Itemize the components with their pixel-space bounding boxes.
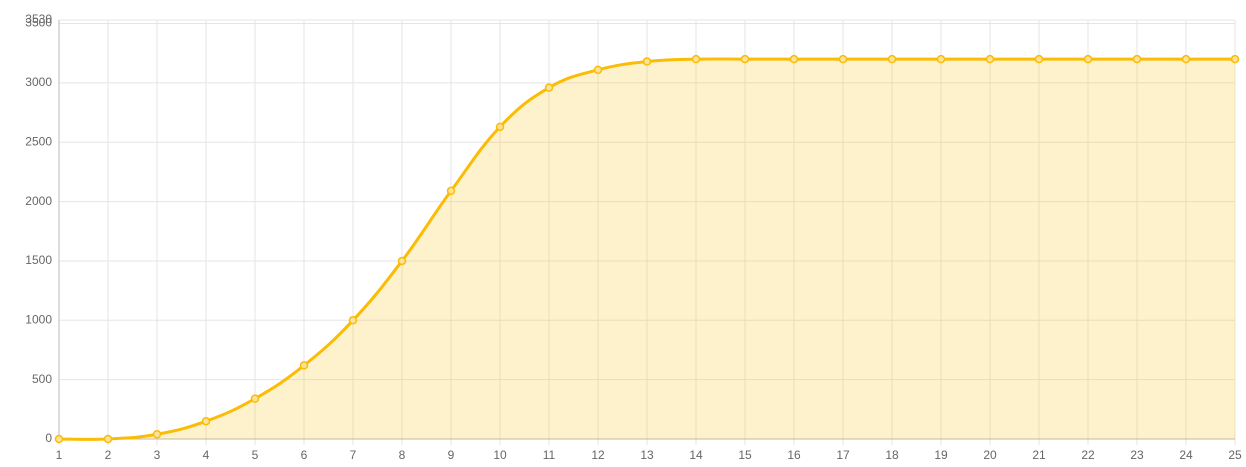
- x-tick-label: 5: [252, 448, 259, 462]
- point: [103, 434, 113, 444]
- point: [201, 416, 211, 426]
- x-tick-label: 8: [399, 448, 406, 462]
- point: [936, 54, 946, 64]
- y-tick-label: 0: [45, 431, 52, 445]
- point: [348, 316, 358, 325]
- x-tick-label: 6: [301, 448, 308, 462]
- y-tick-label: 2500: [25, 134, 52, 148]
- point: [299, 361, 309, 370]
- x-tick-label: 11: [543, 448, 556, 462]
- point: [446, 186, 456, 196]
- point: [1181, 54, 1191, 64]
- x-tick-label: 24: [1179, 448, 1193, 462]
- point: [54, 434, 64, 444]
- area: [59, 58, 1235, 440]
- point: [544, 83, 554, 92]
- point: [1083, 54, 1093, 64]
- point: [887, 54, 897, 64]
- x-tick-label: 12: [591, 448, 605, 462]
- y-tick-label: 1500: [25, 253, 52, 267]
- y-tick-label: 3500: [25, 16, 52, 30]
- point: [1132, 54, 1142, 64]
- x-tick-label: 19: [934, 448, 948, 462]
- y-tick-label: 1000: [25, 312, 52, 326]
- x-tick-label: 14: [689, 448, 703, 462]
- y-tick-label: 500: [32, 372, 52, 386]
- point: [397, 256, 407, 266]
- y-tick-label: 3530: [25, 12, 52, 26]
- point: [691, 54, 701, 64]
- x-tick-label: 1: [56, 448, 63, 462]
- x-tick-label: 21: [1032, 448, 1046, 462]
- x-tick-label: 22: [1081, 448, 1095, 462]
- x-tick-label: 7: [350, 448, 357, 462]
- point: [1034, 54, 1044, 64]
- x-tick-label: 2: [105, 448, 112, 462]
- x-tick-label: 15: [738, 448, 752, 462]
- point: [985, 54, 995, 64]
- y-tick-label: 3000: [25, 75, 52, 89]
- point: [593, 65, 603, 75]
- point: [740, 54, 750, 64]
- point: [152, 430, 162, 439]
- x-tick-label: 3: [154, 448, 161, 462]
- x-tick-label: 13: [640, 448, 654, 462]
- x-tick-label: 16: [787, 448, 801, 462]
- point: [642, 57, 652, 66]
- y-tick-label: 2000: [25, 194, 52, 208]
- x-tick-label: 17: [836, 448, 850, 462]
- x-tick-label: 20: [983, 448, 997, 462]
- x-tick-label: 25: [1228, 448, 1242, 462]
- x-tick-label: 9: [448, 448, 455, 462]
- point: [838, 54, 848, 64]
- point: [250, 394, 260, 403]
- x-tick-label: 4: [203, 448, 210, 462]
- point: [495, 122, 505, 132]
- point: [1230, 54, 1240, 64]
- x-tick-label: 18: [885, 448, 899, 462]
- point: [789, 54, 799, 64]
- x-tick-label: 23: [1130, 448, 1144, 462]
- x-tick-label: 10: [493, 448, 507, 462]
